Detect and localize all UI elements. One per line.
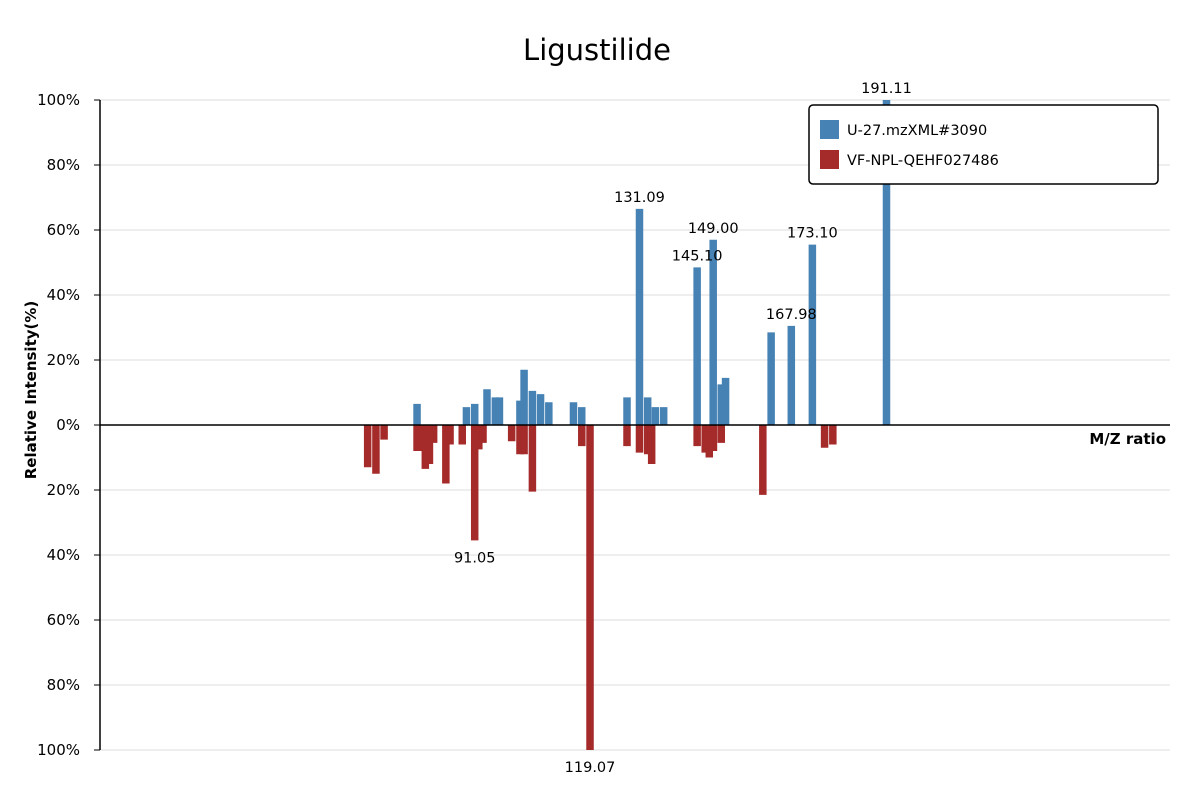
spectrum-bar-sample — [545, 402, 553, 425]
spectrum-bar-reference — [429, 425, 438, 443]
spectrum-bar-sample — [709, 239, 717, 425]
y-tick-label: 40% — [47, 286, 80, 304]
series-up-bars — [413, 100, 891, 425]
spectrum-bar-reference — [475, 425, 483, 450]
spectrum-bar-sample — [516, 400, 524, 425]
spectrum-bar-sample — [528, 390, 537, 425]
spectrum-bar-reference — [425, 425, 434, 464]
spectrum-bar-sample — [651, 407, 660, 425]
spectrum-bar-sample — [635, 208, 644, 425]
peak-label: 119.07 — [565, 760, 616, 776]
spectrum-bar-reference — [470, 425, 479, 541]
spectrum-bar-reference — [413, 425, 421, 451]
y-tick-label: 100% — [37, 91, 80, 109]
legend-swatch-series-2 — [820, 150, 839, 169]
y-tick-label: 40% — [47, 546, 80, 564]
spectrum-bar-reference — [643, 425, 652, 455]
spectrum-bar-reference — [759, 425, 767, 495]
y-axis-label: Relative Intensity(%) — [22, 301, 40, 480]
y-tick-label: 80% — [47, 676, 80, 694]
spectrum-bar-sample — [717, 384, 726, 425]
spectrum-bar-reference — [820, 425, 829, 448]
spectrum-bar-sample — [577, 407, 586, 425]
y-tick-label: 60% — [47, 611, 80, 629]
y-axis-ticks: 100% 80% 60% 40% 20% 0% 20% 40% 60% 80% 100% — [37, 91, 100, 759]
spectrum-bar-sample — [808, 244, 817, 425]
spectrum-bar-sample — [659, 407, 668, 425]
legend: U-27.mzXML#3090 VF-NPL-QEHF027486 — [808, 104, 1159, 185]
spectrum-bar-reference — [693, 425, 701, 447]
spectrum-bar-sample — [495, 397, 504, 425]
spectrum-bar-reference — [363, 425, 372, 468]
spectrum-bar-sample — [643, 397, 652, 425]
spectrum-bar-sample — [693, 267, 701, 425]
spectrum-bar-reference — [446, 425, 454, 445]
spectrum-bar-sample — [483, 389, 491, 425]
spectrum-bar-reference — [578, 425, 586, 447]
spectrum-bar-sample — [462, 407, 471, 425]
spectrum-bar-reference — [520, 425, 528, 455]
spectrum-bar-reference — [829, 425, 837, 445]
legend-box — [808, 104, 1159, 185]
spectrum-bar-sample — [882, 100, 891, 425]
spectrum-bar-reference — [717, 425, 726, 443]
spectrum-bar-reference — [705, 425, 714, 458]
spectrum-bar-reference — [507, 425, 516, 442]
spectrum-bar-reference — [709, 425, 718, 451]
series-down-bars — [363, 425, 837, 750]
spectrum-bar-reference — [442, 425, 450, 484]
spectrum-bar-reference — [380, 425, 388, 440]
spectrum-bar-sample — [491, 397, 500, 425]
spectrum-bar-reference — [647, 425, 656, 464]
spectrum-bar-reference — [516, 425, 524, 455]
spectrum-bar-sample — [413, 403, 421, 425]
legend-label-series-1: U-27.mzXML#3090 — [847, 123, 987, 139]
y-tick-label: 20% — [47, 481, 80, 499]
peak-label: 191.11 — [861, 81, 912, 97]
spectrum-bar-sample — [536, 394, 545, 425]
y-tick-label: 80% — [47, 156, 80, 174]
legend-swatch-series-1 — [820, 120, 839, 139]
spectrum-bar-sample — [520, 369, 528, 425]
peak-label: 145.10 — [672, 248, 723, 264]
spectrum-bar-reference — [417, 425, 425, 451]
spectrum-bar-sample — [787, 325, 796, 425]
chart-title: Ligustilide — [523, 33, 671, 67]
legend-label-series-2: VF-NPL-QEHF027486 — [847, 153, 999, 169]
x-axis-label: M/Z ratio — [1089, 430, 1166, 448]
y-tick-label: 20% — [47, 351, 80, 369]
peak-label: 173.10 — [787, 226, 838, 242]
peak-label: 167.98 — [766, 307, 817, 323]
spectrum-bar-sample — [721, 377, 730, 425]
peak-label: 91.05 — [454, 550, 496, 566]
peak-labels: 131.09 145.10 149.00 167.98 173.10 191.11 91.0… — [454, 81, 912, 776]
y-tick-label: 100% — [37, 741, 80, 759]
peak-label: 131.09 — [614, 190, 665, 206]
spectrum-bar-reference — [635, 425, 644, 453]
spectrum-bar-sample — [767, 332, 775, 425]
spectrum-bar-reference — [421, 425, 430, 469]
spectrum-bar-reference — [528, 425, 537, 492]
spectrum-bar-reference — [701, 425, 709, 453]
spectrum-bar-reference — [586, 425, 594, 750]
y-tick-label: 0% — [56, 416, 80, 434]
spectrum-bar-sample — [569, 402, 578, 425]
spectrum-bar-reference — [458, 425, 466, 445]
peak-label: 149.00 — [688, 221, 739, 237]
spectrum-bar-sample — [623, 397, 631, 425]
spectrum-bar-reference — [623, 425, 631, 447]
y-tick-label: 60% — [47, 221, 80, 239]
spectrum-bar-reference — [372, 425, 380, 474]
spectrum-bar-sample — [470, 403, 479, 425]
spectrum-bar-reference — [479, 425, 487, 443]
